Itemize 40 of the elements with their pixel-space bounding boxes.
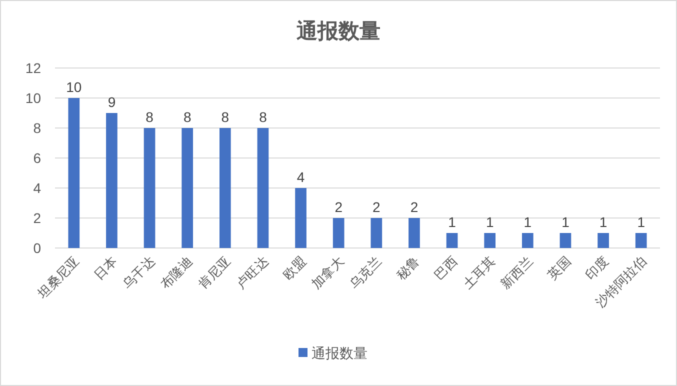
y-tick-label: 2 xyxy=(33,210,42,226)
legend-label: 通报数量 xyxy=(312,345,368,361)
x-tick-label: 欧盟 xyxy=(280,254,309,283)
x-tick-label: 英国 xyxy=(544,254,574,283)
data-label: 2 xyxy=(372,199,381,215)
chart-title: 通报数量 xyxy=(296,20,380,43)
x-tick-label: 坦桑尼亚 xyxy=(34,254,82,302)
data-label: 1 xyxy=(637,214,646,230)
y-tick-label: 6 xyxy=(33,150,42,166)
data-label: 1 xyxy=(562,214,570,230)
data-label: 1 xyxy=(448,214,456,230)
data-label: 9 xyxy=(108,94,116,110)
data-label: 8 xyxy=(183,109,192,125)
x-tick-label: 加拿大 xyxy=(308,254,347,292)
x-tick-label: 秘鲁 xyxy=(393,254,422,283)
data-label: 8 xyxy=(259,109,268,125)
x-tick-label: 布隆迪 xyxy=(157,254,196,292)
x-tick-label: 乌克兰 xyxy=(346,254,385,292)
y-tick-label: 0 xyxy=(33,240,42,256)
y-tick-label: 4 xyxy=(33,180,42,196)
x-tick-label: 日本 xyxy=(90,254,120,283)
x-tick-label: 新西兰 xyxy=(498,254,536,292)
x-tick-label: 卢旺达 xyxy=(232,254,272,292)
y-tick-label: 10 xyxy=(25,90,42,106)
x-tick-label: 乌干达 xyxy=(119,254,158,292)
x-tick-label: 印度 xyxy=(582,254,612,283)
data-label: 4 xyxy=(296,169,305,185)
y-tick-label: 8 xyxy=(33,120,42,136)
data-label: 1 xyxy=(524,214,532,230)
data-label: 2 xyxy=(334,199,343,215)
data-label: 10 xyxy=(66,79,82,95)
data-label: 8 xyxy=(221,109,230,125)
data-label: 1 xyxy=(599,214,608,230)
y-tick-label: 12 xyxy=(25,60,42,76)
x-tick-label: 巴西 xyxy=(431,254,460,283)
data-label: 2 xyxy=(410,199,418,215)
x-tick-label: 肯尼亚 xyxy=(195,254,234,292)
data-label: 8 xyxy=(146,109,154,125)
x-tick-label: 土耳其 xyxy=(460,254,498,292)
data-label: 1 xyxy=(486,214,494,230)
